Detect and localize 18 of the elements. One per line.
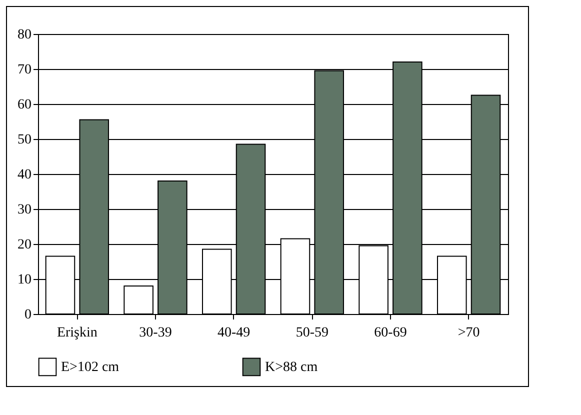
x-tick-label: 60-69: [374, 326, 407, 340]
bar: [124, 286, 154, 314]
legend-label: E>102 cm: [61, 360, 120, 375]
x-tick-label: 50-59: [296, 326, 329, 340]
y-tick-label: 80: [18, 28, 32, 42]
y-tick-label: 40: [18, 168, 32, 182]
y-tick-label: 70: [18, 62, 32, 78]
x-tick-label: 30-39: [139, 326, 172, 340]
y-tick-label: 50: [18, 132, 32, 148]
y-tick-label: 10: [18, 272, 32, 288]
y-tick-label: 30: [18, 202, 32, 218]
y-tick-label: 0: [24, 308, 32, 322]
x-tick-label: >70: [458, 326, 480, 340]
y-tick-label: 60: [18, 98, 32, 112]
y-tick-label: 20: [18, 238, 32, 252]
legend-label: K>88 cm: [265, 360, 318, 375]
x-tick-label: Erişkin: [56, 326, 98, 340]
x-tick-label: 40-49: [217, 326, 250, 340]
